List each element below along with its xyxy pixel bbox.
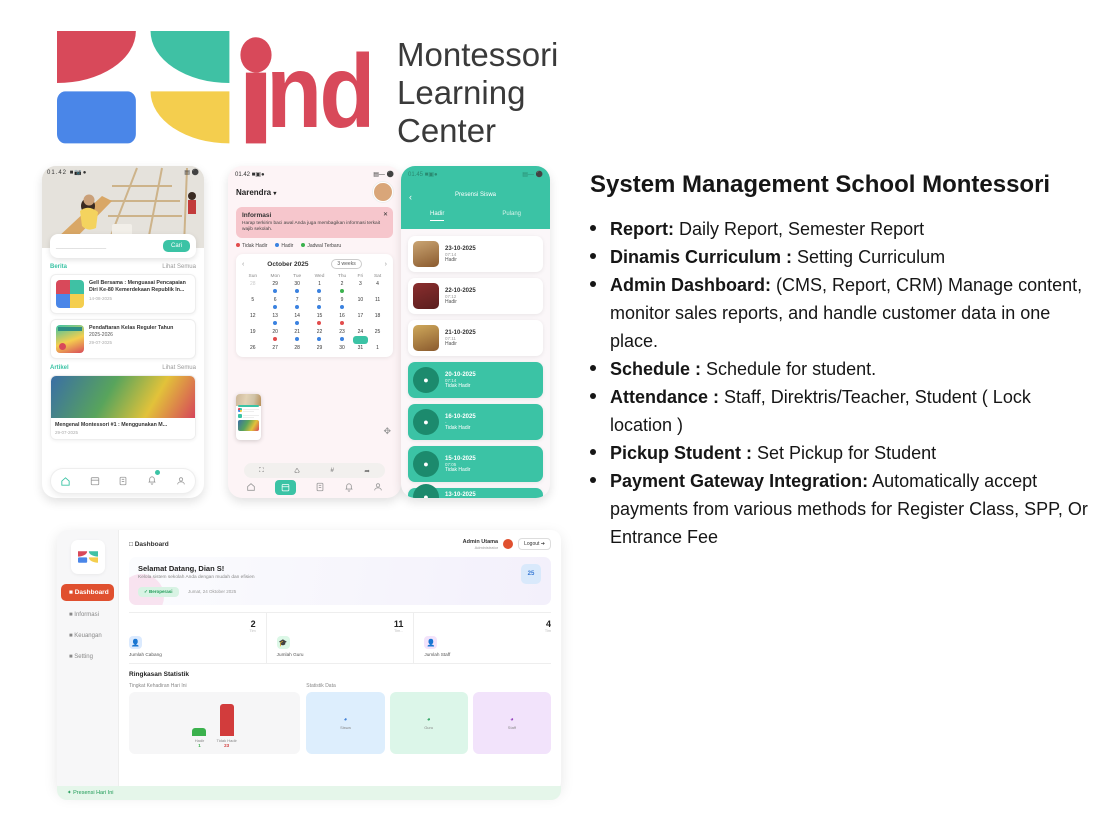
svg-text:nd: nd	[266, 32, 369, 149]
